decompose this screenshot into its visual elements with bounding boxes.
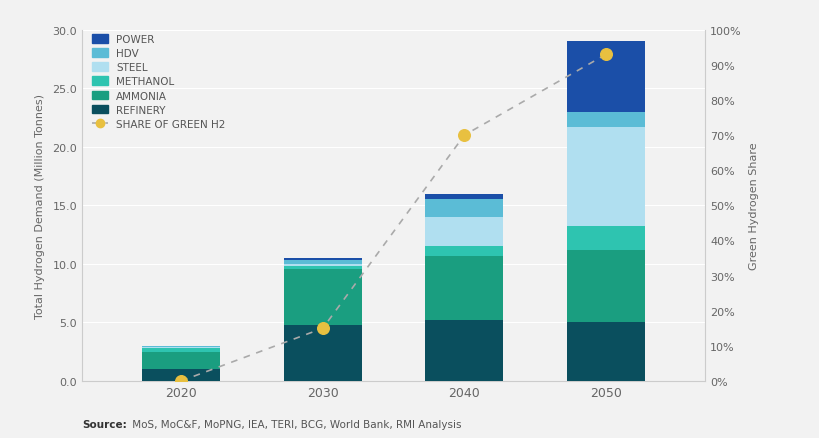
Point	[457, 132, 470, 139]
Bar	[425, 200, 503, 218]
Bar	[142, 369, 219, 381]
Bar	[567, 42, 645, 113]
Bar	[142, 348, 219, 352]
Bar	[567, 127, 645, 227]
Y-axis label: Total Hydrogen Demand (Million Tonnes): Total Hydrogen Demand (Million Tonnes)	[35, 94, 45, 318]
Bar	[567, 250, 645, 323]
Bar	[283, 269, 361, 325]
Text: Source:: Source:	[82, 419, 127, 429]
Point	[599, 52, 612, 59]
Bar	[567, 323, 645, 381]
Bar	[425, 194, 503, 200]
Bar	[425, 256, 503, 320]
Bar	[283, 264, 361, 267]
Bar	[425, 247, 503, 256]
Bar	[283, 325, 361, 381]
Text: MoS, MoC&F, MoPNG, IEA, TERI, BCG, World Bank, RMI Analysis: MoS, MoC&F, MoPNG, IEA, TERI, BCG, World…	[129, 419, 460, 429]
Bar	[567, 113, 645, 127]
Bar	[142, 346, 219, 347]
Y-axis label: Green Hydrogen Share: Green Hydrogen Share	[748, 142, 758, 269]
Bar	[142, 352, 219, 369]
Bar	[425, 218, 503, 247]
Legend: POWER, HDV, STEEL, METHANOL, AMMONIA, REFINERY, SHARE OF GREEN H2: POWER, HDV, STEEL, METHANOL, AMMONIA, RE…	[88, 31, 229, 134]
Bar	[283, 261, 361, 264]
Bar	[283, 267, 361, 269]
Bar	[283, 258, 361, 261]
Bar	[142, 347, 219, 348]
Point	[316, 325, 329, 332]
Point	[174, 378, 188, 385]
Bar	[567, 227, 645, 250]
Bar	[425, 320, 503, 381]
